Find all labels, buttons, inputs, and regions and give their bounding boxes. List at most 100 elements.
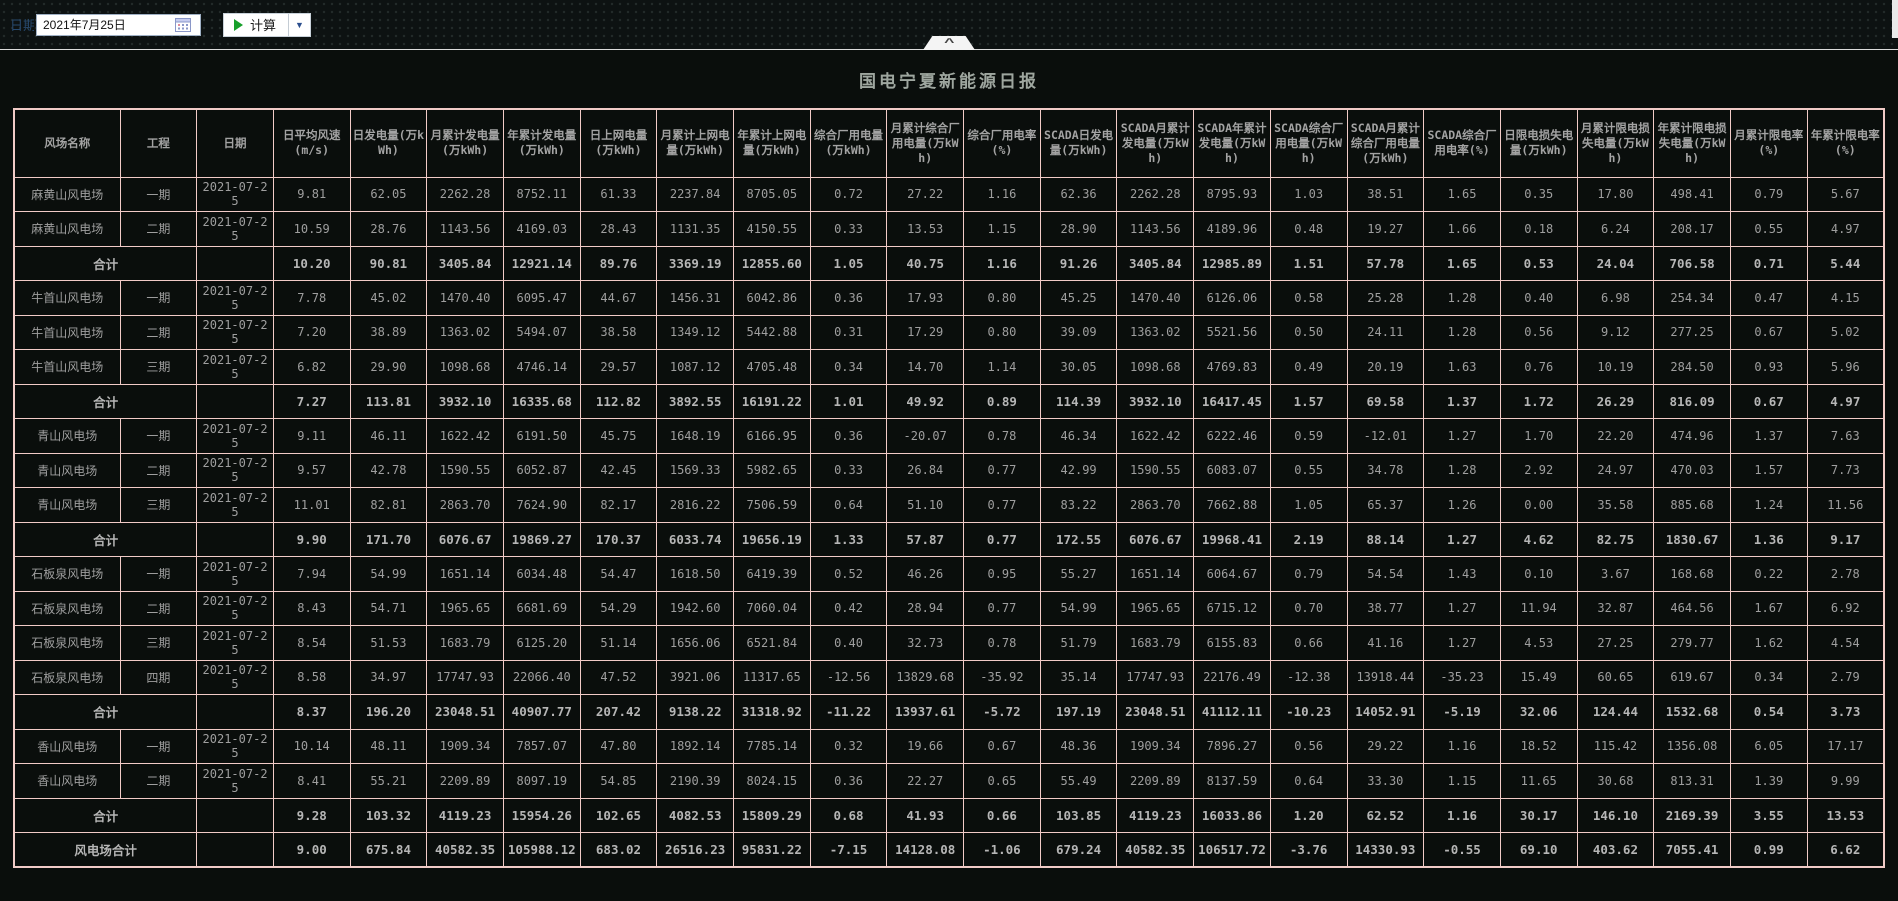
value-cell: 89.76: [579, 245, 658, 281]
date-label: 日期: [10, 18, 34, 33]
value-cell: 114.39: [1039, 383, 1118, 419]
value-cell: 13.53: [1806, 797, 1885, 833]
value-cell: 1648.19: [656, 418, 734, 454]
value-cell: 9.57: [272, 452, 351, 488]
farm-name-cell: 麻黄山风电场: [13, 211, 121, 247]
value-cell: -5.19: [1423, 694, 1501, 730]
phase-cell: 一期: [119, 728, 198, 764]
value-cell: 6.24: [1576, 211, 1655, 247]
chevron-down-icon: ▼: [295, 19, 304, 30]
value-cell: 0.80: [963, 280, 1041, 316]
value-cell: 1143.56: [426, 211, 504, 247]
scrollbar-nub[interactable]: [1892, 0, 1898, 38]
date-cell: [196, 521, 274, 557]
report-title: 国电宁夏新能源日报: [859, 72, 1039, 91]
value-cell: 0.93: [1729, 349, 1808, 385]
value-cell: 3369.19: [656, 245, 734, 281]
value-cell: 6083.07: [1193, 452, 1271, 488]
value-cell: 5442.88: [733, 314, 811, 350]
value-cell: 1.15: [963, 211, 1041, 247]
value-cell: 61.33: [579, 176, 658, 212]
value-cell: 51.79: [1039, 625, 1118, 661]
value-cell: 124.44: [1576, 694, 1655, 730]
value-cell: 4.62: [1499, 521, 1578, 557]
value-cell: 16335.68: [502, 383, 581, 419]
phase-cell: 一期: [119, 176, 198, 212]
value-cell: 8.54: [272, 625, 351, 661]
calculate-dropdown-button[interactable]: ▼: [288, 13, 311, 36]
value-cell: 196.20: [349, 694, 428, 730]
value-cell: 0.80: [963, 314, 1041, 350]
calculate-button-group: 计算 ▼: [223, 12, 312, 37]
value-cell: -0.55: [1423, 832, 1501, 868]
collapse-tab[interactable]: ^: [923, 36, 975, 50]
value-cell: 0.10: [1499, 556, 1578, 592]
value-cell: 27.22: [886, 176, 965, 212]
value-cell: 90.81: [349, 245, 428, 281]
value-cell: 8097.19: [502, 763, 581, 799]
chevron-up-icon: ^: [943, 37, 955, 49]
value-cell: 6126.06: [1193, 280, 1271, 316]
table-row: 牛首山风电场 三期 2021-07-25 6.82 29.90 1098.68 4746.1…: [13, 349, 1885, 385]
value-cell: 55.49: [1039, 763, 1118, 799]
value-cell: 41.93: [886, 797, 965, 833]
header-cell: 工程: [119, 108, 198, 178]
value-cell: 18.52: [1499, 728, 1578, 764]
subtotal-row: 合计 10.20 90.81 3405.84 12921.14 89.76 3369.19 1…: [13, 245, 1885, 281]
date-cell: 2021-07-25: [196, 280, 274, 316]
value-cell: 2863.70: [426, 487, 504, 523]
value-cell: 22176.49: [1193, 659, 1271, 695]
value-cell: 46.26: [886, 556, 965, 592]
value-cell: 11.01: [272, 487, 351, 523]
value-cell: 48.11: [349, 728, 428, 764]
calculate-button[interactable]: 计算: [224, 13, 289, 36]
value-cell: 51.10: [886, 487, 965, 523]
table-body: 麻黄山风电场 一期 2021-07-25 9.81 62.05 2262.28 8752.1…: [13, 176, 1885, 868]
value-cell: 7.27: [272, 383, 351, 419]
value-cell: 11.56: [1806, 487, 1885, 523]
value-cell: 0.56: [1499, 314, 1578, 350]
value-cell: 0.67: [963, 728, 1041, 764]
value-cell: 403.62: [1576, 832, 1655, 868]
value-cell: 45.02: [349, 280, 428, 316]
date-cell: 2021-07-25: [196, 349, 274, 385]
value-cell: 15954.26: [502, 797, 581, 833]
value-cell: 24.04: [1576, 245, 1655, 281]
header-cell: 月累计限电率(%): [1729, 108, 1808, 178]
date-picker[interactable]: [36, 13, 201, 36]
value-cell: 1.28: [1423, 452, 1501, 488]
value-cell: 6.92: [1806, 590, 1885, 626]
farm-name-cell: 石板泉风电场: [13, 625, 121, 661]
value-cell: 17.29: [886, 314, 965, 350]
value-cell: 28.94: [886, 590, 965, 626]
value-cell: 1.03: [1269, 176, 1348, 212]
header-cell: SCADA日发电量(万kWh): [1039, 108, 1118, 178]
value-cell: 0.36: [809, 280, 888, 316]
value-cell: 6419.39: [733, 556, 811, 592]
value-cell: 39.09: [1039, 314, 1118, 350]
farm-name-cell: 青山风电场: [13, 418, 121, 454]
header-cell: 月累计综合厂用电量(万kWh): [886, 108, 965, 178]
grandtotal-row: 风电场合计 9.00 675.84 40582.35 105988.12 683.02 26…: [13, 832, 1885, 868]
value-cell: 2816.22: [656, 487, 734, 523]
value-cell: 8.43: [272, 590, 351, 626]
value-cell: 62.05: [349, 176, 428, 212]
value-cell: 44.67: [579, 280, 658, 316]
farm-name-cell: 石板泉风电场: [13, 556, 121, 592]
total-label-cell: 合计: [13, 694, 198, 730]
value-cell: 17747.93: [1116, 659, 1195, 695]
value-cell: 4119.23: [426, 797, 504, 833]
value-cell: 6042.86: [733, 280, 811, 316]
phase-cell: 三期: [119, 349, 198, 385]
phase-cell: 一期: [119, 556, 198, 592]
value-cell: 8.58: [272, 659, 351, 695]
value-cell: 1532.68: [1653, 694, 1731, 730]
calendar-icon[interactable]: [175, 17, 191, 32]
value-cell: 5.44: [1806, 245, 1885, 281]
value-cell: 7896.27: [1193, 728, 1271, 764]
value-cell: 23048.51: [1116, 694, 1195, 730]
date-input[interactable]: [37, 14, 175, 35]
report-panel: 国电宁夏新能源日报 风场名称 工程 日期 日平均风速(m/s) 日发电量(万kWh) 月累…: [0, 50, 1898, 868]
header-cell: 综合厂用电率(%): [963, 108, 1041, 178]
value-cell: 279.77: [1653, 625, 1731, 661]
